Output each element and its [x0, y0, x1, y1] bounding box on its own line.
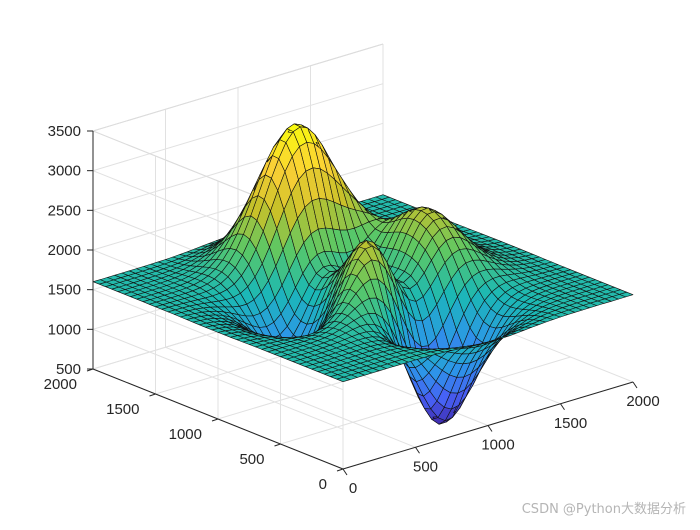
axis-lines: [86, 130, 638, 476]
z-tick-label: 2000: [48, 242, 81, 259]
x-tick-mark: [415, 446, 420, 454]
y-tick-mark: [211, 418, 219, 422]
z-tick-label: 3500: [48, 123, 81, 140]
y-tick-label: 0: [319, 476, 327, 493]
x-tick-mark: [560, 403, 565, 411]
x-tick-label: 2000: [626, 393, 659, 410]
x-tick-label: 1000: [481, 437, 514, 454]
z-tick-label: 1500: [48, 282, 81, 299]
y-tick-mark: [274, 443, 281, 447]
watermark: CSDN @Python大数据分析: [521, 502, 686, 517]
z-tick-label: 500: [56, 361, 81, 378]
z-tick-label: 2500: [48, 202, 81, 219]
z-tick-label: 1000: [48, 321, 81, 338]
surface-cell: [619, 291, 634, 298]
y-tick-label: 500: [239, 451, 264, 468]
z-tick-label: 3000: [48, 163, 81, 180]
y-tick-label: 1500: [106, 401, 139, 418]
y-tick-label: 2000: [44, 376, 77, 393]
y-tick-mark: [336, 468, 344, 472]
surface-mesh: [92, 123, 634, 425]
y-tick-mark: [149, 393, 156, 397]
x-tick-mark: [632, 381, 638, 389]
x-tick-mark: [487, 425, 493, 432]
x-tick-label: 1500: [554, 415, 587, 432]
y-tick-label: 1000: [169, 426, 202, 443]
x-tick-mark: [342, 468, 348, 476]
x-tick-label: 0: [349, 480, 357, 497]
x-tick-label: 500: [413, 458, 438, 475]
tick-labels: 0500100015002000050010001500200050010001…: [44, 123, 660, 497]
